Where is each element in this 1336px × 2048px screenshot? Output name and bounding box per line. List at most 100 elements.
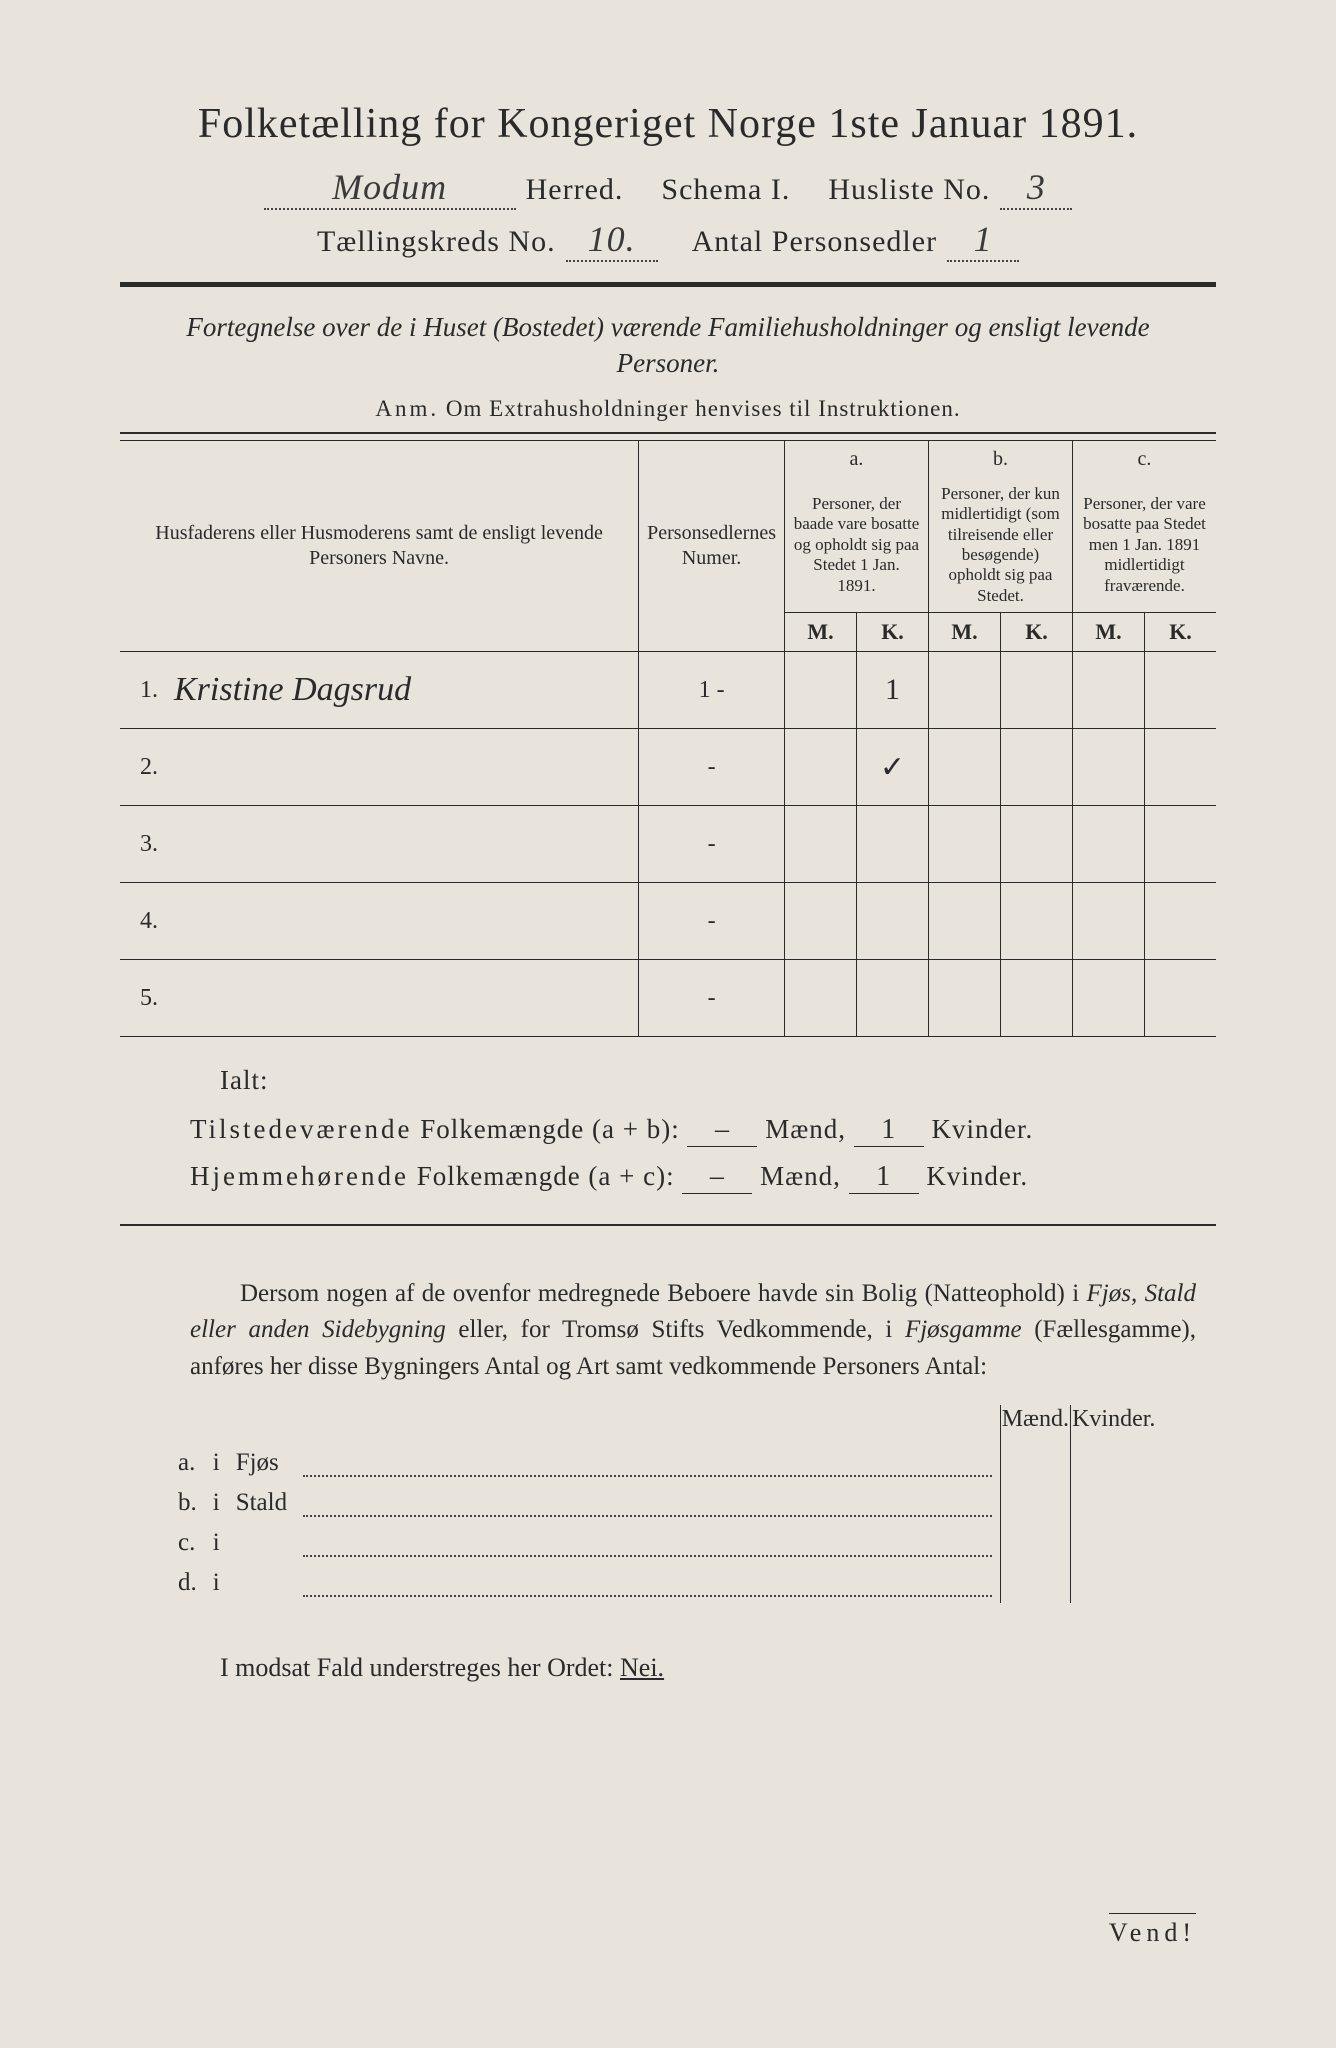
- row-number: 4.: [120, 883, 166, 960]
- kreds-value: 10.: [566, 218, 658, 262]
- kreds-label: Tællingskreds No.: [317, 225, 556, 259]
- row-c-k: [1145, 883, 1217, 960]
- row-name: Kristine Dagsrud: [166, 652, 639, 729]
- col-a-k: K.: [857, 613, 929, 652]
- row-c-m: [1073, 960, 1145, 1037]
- col-header-b: Personer, der kun midlertidigt (som tilr…: [929, 478, 1073, 613]
- l2-kvinder-value: 1: [849, 1161, 919, 1194]
- totals-line-1: Tilstedeværende Folkemængde (a + b): – M…: [190, 1114, 1216, 1147]
- row-name: [166, 806, 639, 883]
- husliste-value: 3: [1000, 166, 1072, 210]
- header-row-1: Modum Herred. Schema I. Husliste No. 3: [120, 166, 1216, 210]
- bldg-row-i: i: [205, 1443, 228, 1483]
- bldg-row-maend: [1000, 1523, 1070, 1563]
- totals-line-2: Hjemmehørende Folkemængde (a + c): – Mæn…: [190, 1161, 1216, 1194]
- col-a-m: M.: [785, 613, 857, 652]
- row-a-k: [857, 960, 929, 1037]
- maend-label-2: Mænd,: [760, 1161, 841, 1191]
- bldg-kvinder-header: Kvinder.: [1071, 1405, 1157, 1443]
- row-a-k: ✓: [857, 729, 929, 806]
- ialt-label: Ialt:: [220, 1065, 1216, 1096]
- nei-word: Nei.: [620, 1653, 664, 1682]
- row-number: 3.: [120, 806, 166, 883]
- row-name: [166, 729, 639, 806]
- herred-label: Herred.: [526, 173, 624, 207]
- row-personsedler: -: [639, 729, 785, 806]
- row-b-k: [1001, 883, 1073, 960]
- herred-value: Modum: [264, 166, 516, 210]
- row-personsedler: -: [639, 960, 785, 1037]
- row-c-k: [1145, 729, 1217, 806]
- bldg-row-kvinder: [1071, 1563, 1157, 1603]
- footer-line: I modsat Fald understreges her Ordet: Ne…: [220, 1653, 1216, 1683]
- row-b-k: [1001, 806, 1073, 883]
- row-personsedler: 1 -: [639, 652, 785, 729]
- bldg-row-i: i: [205, 1483, 228, 1523]
- row-number: 5.: [120, 960, 166, 1037]
- hjemme-label: Hjemmehørende: [190, 1161, 409, 1191]
- col-b-m: M.: [929, 613, 1001, 652]
- row-c-k: [1145, 806, 1217, 883]
- row-b-m: [929, 652, 1001, 729]
- row-b-m: [929, 883, 1001, 960]
- table-row: 4.-: [120, 883, 1216, 960]
- col-header-name: Husfaderens eller Husmoderens samt de en…: [120, 440, 639, 651]
- header-row-2: Tællingskreds No. 10. Antal Personsedler…: [120, 218, 1216, 262]
- bldg-row-name: Stald: [228, 1483, 295, 1523]
- dotted-fill: [303, 1497, 992, 1517]
- row-number: 1.: [120, 652, 166, 729]
- divider-thin-1: [120, 432, 1216, 434]
- bldg-row-kvinder: [1071, 1483, 1157, 1523]
- bldg-row-i: i: [205, 1523, 228, 1563]
- hjemme-rest: Folkemængde (a + c):: [417, 1161, 683, 1191]
- bldg-row: a.iFjøs: [170, 1443, 1156, 1483]
- row-a-m: [785, 806, 857, 883]
- tilstede-label: Tilstedeværende: [190, 1114, 413, 1144]
- row-b-k: [1001, 729, 1073, 806]
- annotation-line: Anm. Om Extrahusholdninger henvises til …: [120, 396, 1216, 422]
- bldg-maend-header: Mænd.: [1000, 1405, 1070, 1443]
- tilstede-rest: Folkemængde (a + b):: [420, 1114, 687, 1144]
- bldg-row-maend: [1000, 1443, 1070, 1483]
- col-c-m: M.: [1073, 613, 1145, 652]
- bldg-row-name: [228, 1563, 295, 1603]
- row-b-m: [929, 960, 1001, 1037]
- anm-text: Om Extrahusholdninger henvises til Instr…: [446, 396, 961, 421]
- row-a-m: [785, 652, 857, 729]
- divider-thick: [120, 282, 1216, 287]
- table-row: 2. -✓: [120, 729, 1216, 806]
- col-header-b-label: b.: [929, 440, 1073, 478]
- row-a-m: [785, 729, 857, 806]
- census-form-page: Folketælling for Kongeriget Norge 1ste J…: [0, 0, 1336, 2048]
- footer-text: I modsat Fald understreges her Ordet:: [220, 1653, 614, 1682]
- row-b-m: [929, 806, 1001, 883]
- bldg-row: b.iStald: [170, 1483, 1156, 1523]
- table-row: 3.-: [120, 806, 1216, 883]
- bldg-row-letter: a.: [170, 1443, 205, 1483]
- row-c-m: [1073, 729, 1145, 806]
- anm-label: Anm.: [375, 396, 439, 421]
- row-a-k: [857, 883, 929, 960]
- page-title: Folketælling for Kongeriget Norge 1ste J…: [120, 100, 1216, 148]
- building-table: Mænd. Kvinder. a.iFjøsb.iStaldc.id.i: [170, 1405, 1156, 1603]
- row-c-k: [1145, 652, 1217, 729]
- divider-thin-2: [120, 1224, 1216, 1226]
- dotted-fill: [303, 1537, 992, 1557]
- l2-maend-value: –: [682, 1161, 752, 1194]
- antal-value: 1: [947, 218, 1019, 262]
- col-header-c-label: c.: [1073, 440, 1217, 478]
- row-b-m: [929, 729, 1001, 806]
- row-number: 2.: [120, 729, 166, 806]
- bldg-row: c.i: [170, 1523, 1156, 1563]
- col-header-number: Personsedlernes Numer.: [639, 440, 785, 651]
- census-table: Husfaderens eller Husmoderens samt de en…: [120, 440, 1216, 1037]
- l1-maend-value: –: [687, 1114, 757, 1147]
- table-row: 5. -: [120, 960, 1216, 1037]
- maend-label-1: Mænd,: [765, 1114, 846, 1144]
- bldg-row-kvinder: [1071, 1523, 1157, 1563]
- col-c-k: K.: [1145, 613, 1217, 652]
- row-a-k: 1: [857, 652, 929, 729]
- col-header-c: Personer, der vare bosatte paa Stedet me…: [1073, 478, 1217, 613]
- row-a-m: [785, 960, 857, 1037]
- schema-label: Schema I.: [661, 173, 790, 207]
